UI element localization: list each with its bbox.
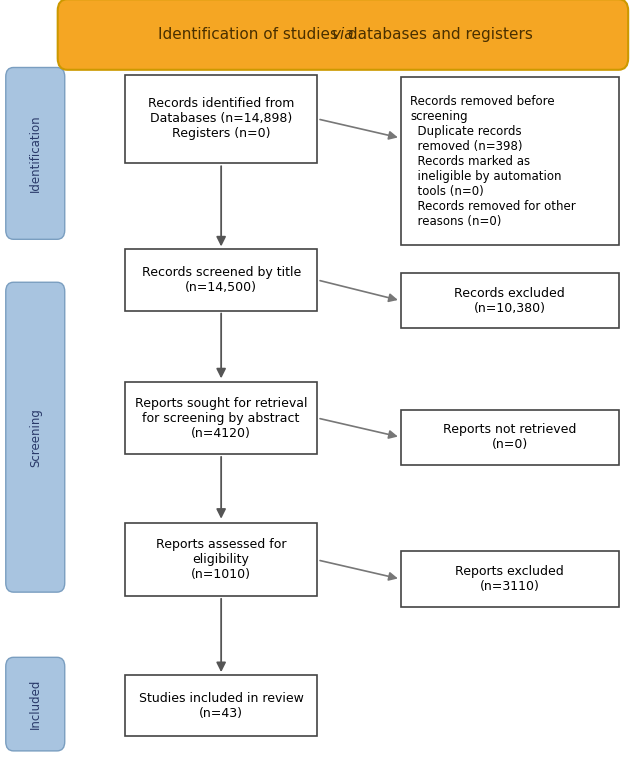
Text: Identification of studies via databases and registers: Identification of studies via databases … <box>144 27 542 42</box>
FancyBboxPatch shape <box>125 523 317 597</box>
Text: Reports not retrieved
(n=0): Reports not retrieved (n=0) <box>443 423 576 451</box>
FancyBboxPatch shape <box>58 0 628 70</box>
Text: Records identified from
Databases (n=14,898)
Registers (n=0): Records identified from Databases (n=14,… <box>148 97 294 140</box>
Text: Records excluded
(n=10,380): Records excluded (n=10,380) <box>454 287 565 314</box>
FancyBboxPatch shape <box>125 75 317 163</box>
FancyBboxPatch shape <box>125 381 317 454</box>
Text: Records removed before
screening
  Duplicate records
  removed (n=398)
  Records: Records removed before screening Duplica… <box>410 94 576 228</box>
Text: Screening: Screening <box>29 408 42 466</box>
FancyBboxPatch shape <box>125 675 317 736</box>
FancyBboxPatch shape <box>401 273 619 328</box>
Text: Records screened by title
(n=14,500): Records screened by title (n=14,500) <box>142 266 301 294</box>
FancyBboxPatch shape <box>6 67 65 239</box>
Text: Included: Included <box>29 679 42 729</box>
Text: Reports excluded
(n=3110): Reports excluded (n=3110) <box>455 565 564 593</box>
Text: via: via <box>331 27 354 42</box>
Text: Studies included in review
(n=43): Studies included in review (n=43) <box>138 692 304 719</box>
Text: Identification: Identification <box>29 114 42 193</box>
Text: databases and registers: databases and registers <box>343 27 533 42</box>
FancyBboxPatch shape <box>401 410 619 465</box>
Text: Reports sought for retrieval
for screening by abstract
(n=4120): Reports sought for retrieval for screeni… <box>135 397 308 439</box>
FancyBboxPatch shape <box>125 249 317 311</box>
Text: Reports assessed for
eligibility
(n=1010): Reports assessed for eligibility (n=1010… <box>156 538 287 581</box>
FancyBboxPatch shape <box>401 77 619 245</box>
FancyBboxPatch shape <box>6 657 65 751</box>
Text: Identification of studies: Identification of studies <box>158 27 343 42</box>
FancyBboxPatch shape <box>401 551 619 607</box>
FancyBboxPatch shape <box>6 282 65 592</box>
